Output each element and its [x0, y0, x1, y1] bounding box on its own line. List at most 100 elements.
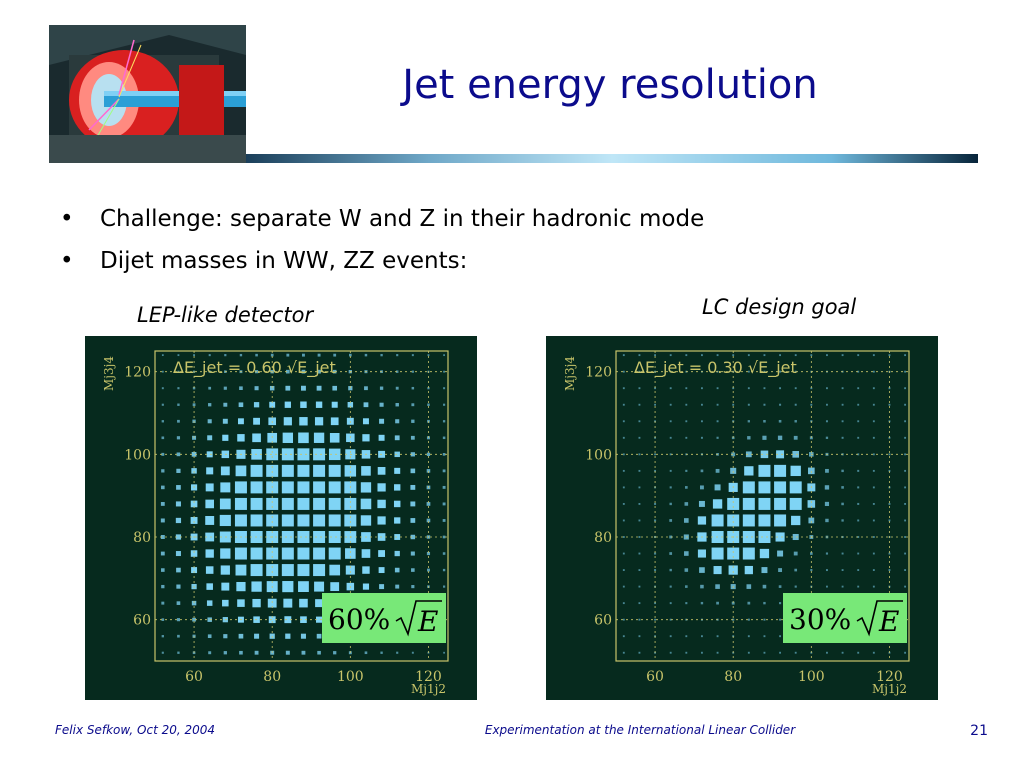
scatter-marker: [779, 370, 782, 373]
scatter-marker: [841, 354, 844, 357]
scatter-marker: [904, 370, 907, 373]
scatter-marker: [266, 464, 279, 477]
scatter-marker: [317, 369, 321, 374]
scatter-marker: [794, 651, 797, 654]
scatter-marker: [654, 453, 656, 456]
scatter-marker: [238, 633, 244, 639]
scatter-marker: [348, 386, 353, 391]
scatter-marker: [888, 569, 891, 571]
scatter-marker: [161, 568, 165, 572]
scatter-marker: [638, 536, 641, 538]
scatter-marker: [669, 618, 672, 621]
scatter-marker: [825, 436, 829, 439]
plot-frame: [154, 350, 449, 662]
scatter-marker: [177, 634, 180, 638]
scatter-marker: [442, 502, 446, 506]
scatter-marker: [789, 481, 802, 494]
scatter-marker: [763, 651, 766, 654]
scatter-marker: [779, 618, 782, 621]
scatter-marker: [394, 534, 401, 540]
scatter-marker: [205, 483, 214, 492]
scatter-marker: [223, 651, 227, 655]
scatter-marker: [763, 387, 766, 390]
y-tick-label: 120: [124, 365, 151, 381]
scatter-marker: [443, 651, 445, 654]
scatter-marker: [684, 551, 689, 556]
scatter-marker: [841, 502, 844, 506]
scatter-marker: [714, 484, 721, 491]
scatter-marker: [301, 385, 306, 391]
scatter-marker: [622, 420, 625, 423]
footer-page-number: 21: [970, 723, 988, 739]
scatter-marker: [205, 516, 215, 525]
scatter-marker: [394, 435, 400, 441]
scatter-marker: [411, 386, 415, 390]
scatter-marker: [841, 486, 844, 489]
scatter-marker: [779, 602, 782, 605]
scatter-marker: [313, 481, 326, 494]
scatter-marker: [379, 402, 384, 407]
scatter-marker: [266, 547, 279, 560]
scatter-marker: [731, 601, 735, 605]
scatter-marker: [176, 485, 181, 490]
scatter-marker: [266, 514, 279, 527]
scatter-marker: [313, 547, 326, 560]
scatter-marker: [747, 635, 750, 638]
scatter-marker: [857, 436, 860, 439]
scatter-marker: [442, 585, 446, 588]
scatter-marker: [328, 448, 341, 461]
scatter-marker: [411, 370, 414, 373]
y-tick-label: 60: [594, 613, 612, 629]
scatter-marker: [622, 552, 625, 555]
scatter-marker: [250, 547, 263, 560]
scatter-marker: [269, 385, 275, 391]
scatter-marker: [711, 547, 724, 560]
scatter-marker: [826, 403, 828, 406]
scatter-marker: [762, 435, 767, 440]
scatter-marker: [669, 403, 672, 406]
scatter-marker: [223, 402, 228, 407]
scatter-marker: [427, 403, 430, 406]
scatter-marker: [872, 502, 875, 505]
scatter-marker: [377, 499, 386, 509]
scatter-marker: [790, 465, 801, 477]
scatter-marker: [669, 535, 673, 539]
scatter-marker: [904, 403, 907, 406]
scatter-marker: [193, 354, 196, 357]
scatter-marker: [747, 370, 750, 373]
scatter-marker: [190, 500, 198, 508]
scatter-marker: [744, 565, 753, 575]
scatter-marker: [299, 598, 308, 608]
scatter-marker: [410, 501, 416, 507]
scatter-marker: [161, 436, 165, 440]
scatter-marker: [379, 418, 385, 424]
scatter-marker: [760, 450, 769, 459]
scatter-marker: [161, 403, 164, 406]
scatter-marker: [235, 465, 247, 477]
y-axis-label: Mj3j4: [102, 356, 116, 391]
scatter-marker: [742, 481, 755, 494]
scatter-marker: [208, 403, 212, 407]
scatter-marker: [622, 569, 625, 571]
scatter-marker: [904, 387, 907, 390]
scatter-marker: [904, 469, 907, 472]
scatter-marker: [904, 453, 907, 456]
scatter-marker: [208, 370, 211, 373]
scatter-marker: [728, 565, 738, 575]
scatter-marker: [426, 551, 431, 556]
scatter-marker: [841, 420, 844, 423]
scatter-marker: [177, 370, 180, 373]
scatter-marker: [759, 548, 770, 559]
scatter-marker: [747, 601, 751, 605]
scatter-marker: [207, 617, 212, 622]
scatter-marker: [669, 420, 672, 423]
scatter-marker: [793, 435, 798, 440]
bullet-item: • Challenge: separate W and Z in their h…: [60, 202, 704, 244]
scatter-marker: [622, 370, 625, 373]
scatter-marker: [239, 650, 243, 655]
footer-author-date: Felix Sefkow, Oct 20, 2004: [55, 723, 216, 737]
scatter-marker: [701, 651, 703, 654]
scatter-marker: [161, 469, 165, 473]
sqrt-sign: [856, 600, 903, 637]
bullet-text: Challenge: separate W and Z in their had…: [100, 206, 705, 232]
